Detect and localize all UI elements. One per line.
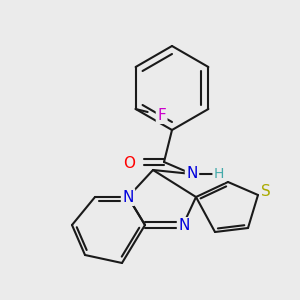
- Text: N: N: [178, 218, 190, 233]
- Text: H: H: [214, 167, 224, 181]
- Text: N: N: [186, 167, 198, 182]
- Text: F: F: [157, 107, 166, 122]
- Text: N: N: [122, 190, 134, 205]
- Text: S: S: [261, 184, 271, 200]
- Text: O: O: [123, 157, 135, 172]
